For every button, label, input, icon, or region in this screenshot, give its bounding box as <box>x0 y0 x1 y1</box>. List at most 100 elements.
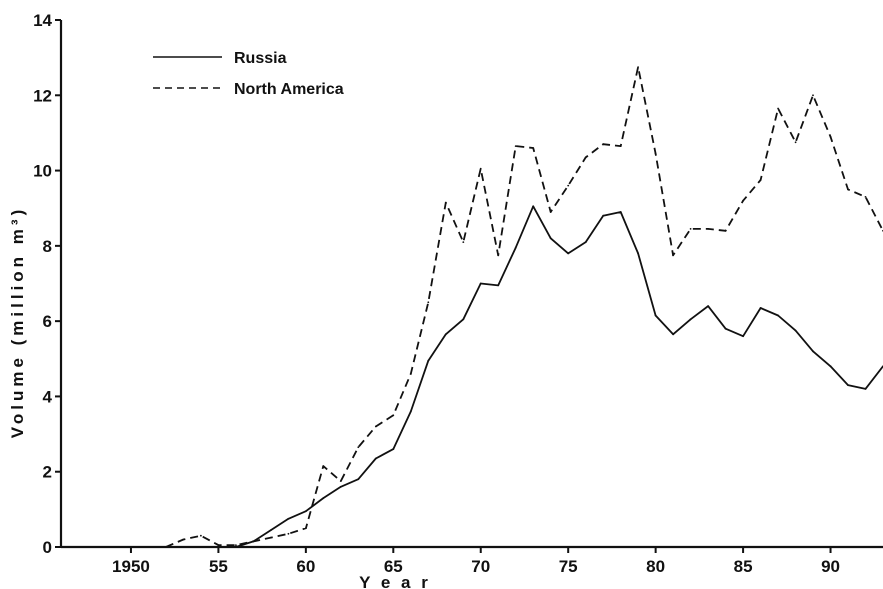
data-point <box>654 152 657 155</box>
data-point <box>409 410 412 413</box>
data-point <box>200 534 202 537</box>
data-point <box>847 188 849 191</box>
y-tick-label: 0 <box>43 538 52 557</box>
data-point <box>462 241 465 244</box>
data-point <box>567 184 570 187</box>
data-point <box>479 282 482 285</box>
data-point <box>409 372 412 375</box>
data-point <box>252 540 255 543</box>
data-point <box>707 228 709 230</box>
data-point <box>654 314 657 317</box>
y-tick-label: 10 <box>33 162 52 181</box>
y-tick-label: 6 <box>43 312 52 331</box>
x-tick-label: 1950 <box>112 557 150 576</box>
series-line-russia <box>235 205 883 548</box>
data-point <box>270 529 272 531</box>
data-point <box>689 318 692 321</box>
data-point <box>165 546 167 548</box>
x-tick-label: 80 <box>646 557 665 576</box>
data-point <box>794 141 797 144</box>
data-point <box>532 205 535 208</box>
data-point <box>672 333 674 336</box>
x-tick-label: 55 <box>209 557 228 576</box>
x-tick-label: 90 <box>821 557 840 576</box>
legend-label-russia: Russia <box>234 50 287 67</box>
data-point <box>444 201 447 204</box>
data-point <box>619 211 622 213</box>
data-point <box>444 333 447 336</box>
y-tick-label: 4 <box>43 387 53 406</box>
data-point <box>707 305 709 307</box>
series-lines <box>165 66 883 548</box>
data-point <box>549 211 552 213</box>
data-point <box>479 167 482 170</box>
data-point <box>864 388 867 390</box>
data-point <box>427 359 430 362</box>
series-line-north-america <box>165 66 883 548</box>
data-point <box>287 532 290 535</box>
x-tick-label: 70 <box>471 557 490 576</box>
data-point <box>759 307 762 309</box>
data-point <box>847 384 849 386</box>
data-point <box>532 147 535 149</box>
data-point <box>217 544 220 546</box>
data-point <box>619 145 622 148</box>
data-point <box>322 497 325 499</box>
x-tick-label: 60 <box>296 557 315 576</box>
data-point <box>235 544 237 546</box>
data-point <box>270 536 272 539</box>
data-point <box>514 145 517 148</box>
data-point <box>357 478 360 481</box>
data-point <box>357 446 360 449</box>
data-point <box>462 318 465 321</box>
data-point <box>637 66 639 68</box>
data-point <box>829 135 832 138</box>
data-point <box>514 246 517 249</box>
data-point <box>305 527 307 530</box>
data-point <box>672 254 674 257</box>
data-point <box>584 156 587 159</box>
y-tick-label: 2 <box>43 463 52 482</box>
x-tick-label: 85 <box>734 557 753 576</box>
data-point <box>322 465 325 467</box>
data-point <box>829 365 832 368</box>
data-point <box>182 538 185 541</box>
data-point <box>777 314 779 317</box>
data-point <box>567 252 570 255</box>
data-point <box>392 448 395 450</box>
data-point <box>427 301 430 304</box>
data-point <box>724 229 727 232</box>
data-point <box>742 199 744 202</box>
data-point <box>339 480 342 482</box>
x-tick-label: 75 <box>559 557 578 576</box>
data-point <box>549 237 552 240</box>
data-point <box>235 546 237 548</box>
data-point <box>777 107 779 110</box>
x-tick-label: 65 <box>384 557 403 576</box>
data-point <box>812 350 814 353</box>
y-tick-label: 8 <box>43 237 52 256</box>
data-point <box>864 196 867 198</box>
x-axis-title: Y e a r <box>359 573 431 589</box>
data-point <box>637 252 639 255</box>
y-axis-title: Volume (million m³) <box>8 206 27 438</box>
data-point <box>794 329 797 332</box>
y-tick-label: 12 <box>33 86 52 105</box>
data-point <box>497 254 500 257</box>
data-point <box>724 327 727 330</box>
data-point <box>812 94 814 97</box>
y-tick-label: 14 <box>33 11 52 30</box>
data-point <box>742 335 744 338</box>
data-point <box>689 228 692 230</box>
legend: Russia North America <box>153 50 344 98</box>
data-point <box>305 510 307 513</box>
data-point <box>287 517 290 520</box>
data-point <box>602 214 605 217</box>
data-point <box>374 425 377 428</box>
data-point <box>497 284 500 287</box>
axes: 0 2 4 6 8 10 12 14 1950 55 60 65 70 75 80 85 90 <box>33 11 883 576</box>
data-point <box>374 457 377 460</box>
data-point <box>759 179 762 181</box>
data-point <box>602 143 605 146</box>
